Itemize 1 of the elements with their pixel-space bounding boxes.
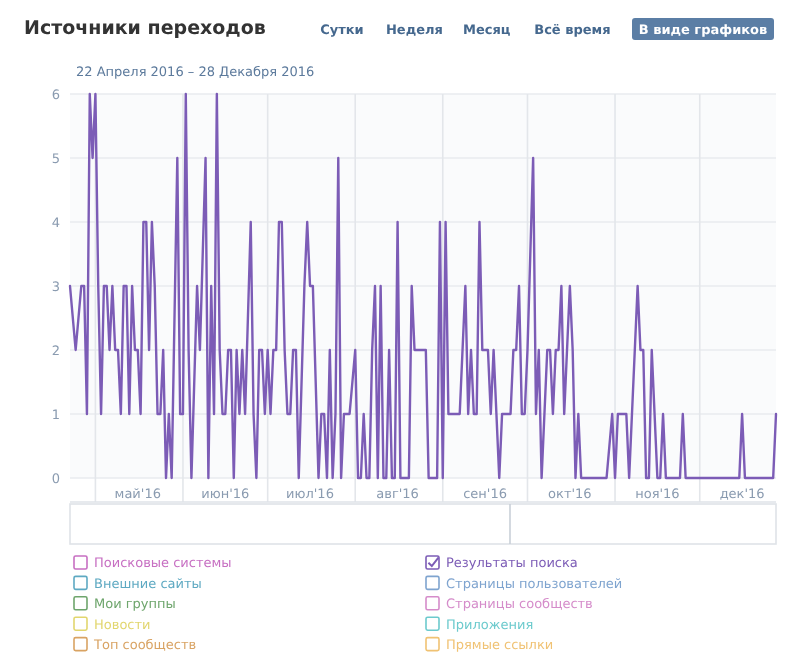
chart-title: Источники переходов: [24, 18, 266, 40]
